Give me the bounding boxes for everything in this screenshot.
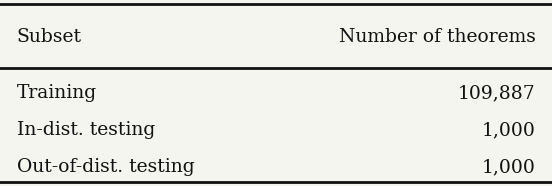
Text: Subset: Subset: [17, 28, 82, 46]
Text: 1,000: 1,000: [481, 121, 535, 139]
Text: 1,000: 1,000: [481, 158, 535, 176]
Text: Out-of-dist. testing: Out-of-dist. testing: [17, 158, 194, 176]
Text: 109,887: 109,887: [458, 84, 535, 102]
Text: Training: Training: [17, 84, 97, 102]
Text: Number of theorems: Number of theorems: [338, 28, 535, 46]
Text: In-dist. testing: In-dist. testing: [17, 121, 155, 139]
